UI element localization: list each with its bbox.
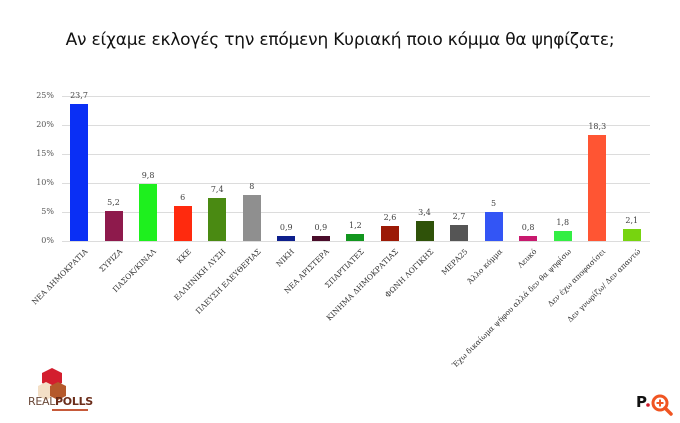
y-tick-label: 15% <box>36 149 54 158</box>
bar-value-label: 2,1 <box>625 215 639 225</box>
bar-value-label: 18,3 <box>588 121 607 131</box>
gridline <box>62 183 650 184</box>
bar <box>519 236 538 241</box>
x-axis-category-label: ΠΛΕΥΣΗ ΕΛΕΥΘΕΡΙΑΣ <box>193 247 263 316</box>
x-axis-category-label: ΝΕΑ ΔΗΜΟΚΡΑΤΙΑ <box>29 247 90 307</box>
chart-title: Αν είχαμε εκλογές την επόμενη Κυριακή πο… <box>65 30 615 50</box>
bar-value-label: 5,2 <box>107 197 120 207</box>
x-axis-category-label: ΝΙΚΗ <box>274 247 297 269</box>
svg-text:P: P <box>636 393 647 411</box>
bar-value-label: 8 <box>249 181 255 191</box>
bar-value-label: 3,4 <box>418 208 431 218</box>
x-axis-category-label: ΚΚΕ <box>174 247 193 266</box>
gridline <box>62 96 650 97</box>
bar <box>553 230 572 241</box>
bar-value-label: 23,7 <box>70 90 88 100</box>
bar-value-label: 0,9 <box>279 222 293 232</box>
bar <box>588 134 607 241</box>
protothema-plus-logo-icon: P <box>636 393 673 416</box>
bar <box>242 194 261 241</box>
bar <box>70 103 88 241</box>
bar <box>173 206 192 241</box>
x-axis-category-label: ΚΙΝΗΜΑ ΔΗΜΟΚΡΑΤΙΑΣ <box>324 247 400 323</box>
bar <box>622 228 641 241</box>
bar <box>104 210 123 241</box>
bar-value-label: 2,7 <box>452 212 466 222</box>
bar-value-label: 1,8 <box>556 217 570 227</box>
bar-value-label: 2,6 <box>383 212 397 222</box>
bar-value-label: 9,8 <box>141 171 155 181</box>
bar <box>450 225 469 241</box>
bar <box>484 212 503 241</box>
gridline <box>62 212 650 213</box>
y-tick-label: 20% <box>36 120 54 129</box>
x-axis-category-label: ΣΥΡΙΖΑ <box>97 247 124 274</box>
bar <box>311 235 330 241</box>
realpolls-tagline-bar <box>52 409 88 411</box>
x-axis-category-label: Δεν γνωρίζω/ Δεν απαντώ <box>565 247 643 325</box>
y-tick-label: 25% <box>36 91 54 100</box>
gridline <box>62 154 650 155</box>
bar-value-label: 0,8 <box>521 223 535 233</box>
realpolls-wordmark: REALPOLLS <box>28 395 93 408</box>
gridline <box>62 125 650 126</box>
bar-value-label: 7,4 <box>210 185 224 195</box>
y-tick-label: 10% <box>36 178 54 187</box>
bar <box>139 184 158 241</box>
bar-value-label: 5 <box>491 199 497 208</box>
bar <box>380 225 399 241</box>
gridline <box>62 241 650 242</box>
y-tick-label: 5% <box>41 207 54 216</box>
x-axis-category-label: Λευκό <box>515 247 539 270</box>
x-axis-category-label: Έχω δικαίωμα ψήφου αλλά δεν θα ψηφίσω <box>449 247 573 370</box>
bar <box>346 234 365 241</box>
x-axis-category-label: Άλλο κόμμα <box>465 247 504 286</box>
bar-value-label: 1,2 <box>349 221 362 231</box>
x-axis-category-label: Δεν έχω αποφασίσει <box>546 247 608 309</box>
bar-value-label: 0,9 <box>314 222 328 232</box>
bar <box>208 198 227 241</box>
realpolls-cube-icon <box>38 368 66 400</box>
bar <box>277 235 296 241</box>
y-tick-label: 0% <box>41 236 54 245</box>
bar-value-label: 6 <box>180 193 186 203</box>
bar <box>415 221 434 241</box>
x-axis-category-label: ΜΕΡΑ25 <box>439 247 470 277</box>
